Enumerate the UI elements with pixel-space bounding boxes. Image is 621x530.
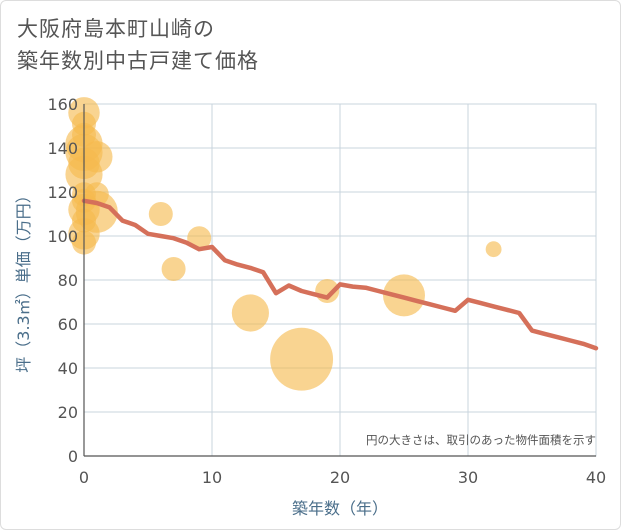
bubble-point bbox=[270, 327, 334, 391]
x-tick-labels: 0 10 20 30 40 bbox=[79, 468, 606, 487]
y-tick-label: 80 bbox=[58, 271, 78, 290]
bubble-point bbox=[81, 141, 113, 173]
y-tick-label: 120 bbox=[47, 183, 78, 202]
x-tick-label: 10 bbox=[202, 468, 222, 487]
bubble-point bbox=[148, 202, 173, 226]
chart-title-line-1: 大阪府島本町山崎の bbox=[17, 17, 215, 41]
y-tick-label: 20 bbox=[58, 403, 78, 422]
chart-title-line-2: 築年数別中古戸建て価格 bbox=[17, 49, 259, 73]
y-tick-labels: 0 20 40 60 80 100 120 140 160 bbox=[47, 95, 78, 466]
bubble-point bbox=[485, 241, 502, 258]
x-tick-label: 30 bbox=[458, 468, 478, 487]
trend-line bbox=[81, 198, 599, 351]
x-tick-label: 20 bbox=[330, 468, 350, 487]
y-tick-label: 160 bbox=[47, 95, 78, 114]
bubble-point bbox=[231, 294, 269, 332]
y-tick-label: 60 bbox=[58, 315, 78, 334]
x-tick-label: 0 bbox=[79, 468, 89, 487]
x-tick-label: 40 bbox=[586, 468, 606, 487]
x-axis-title: 築年数（年） bbox=[292, 499, 388, 518]
bubble-point bbox=[161, 257, 186, 281]
y-tick-label: 100 bbox=[47, 227, 78, 246]
y-tick-label: 40 bbox=[58, 359, 78, 378]
axes bbox=[83, 104, 596, 457]
y-tick-label: 0 bbox=[68, 447, 78, 466]
y-axis-title: 坪（3.3㎡）単価（万円） bbox=[14, 187, 33, 372]
size-note: 円の大きさは、取引のあった物件面積を示す bbox=[366, 433, 596, 447]
trend-series bbox=[81, 198, 599, 351]
y-tick-label: 140 bbox=[47, 139, 78, 158]
chart-title: 大阪府島本町山崎の 築年数別中古戸建て価格 bbox=[17, 13, 259, 77]
